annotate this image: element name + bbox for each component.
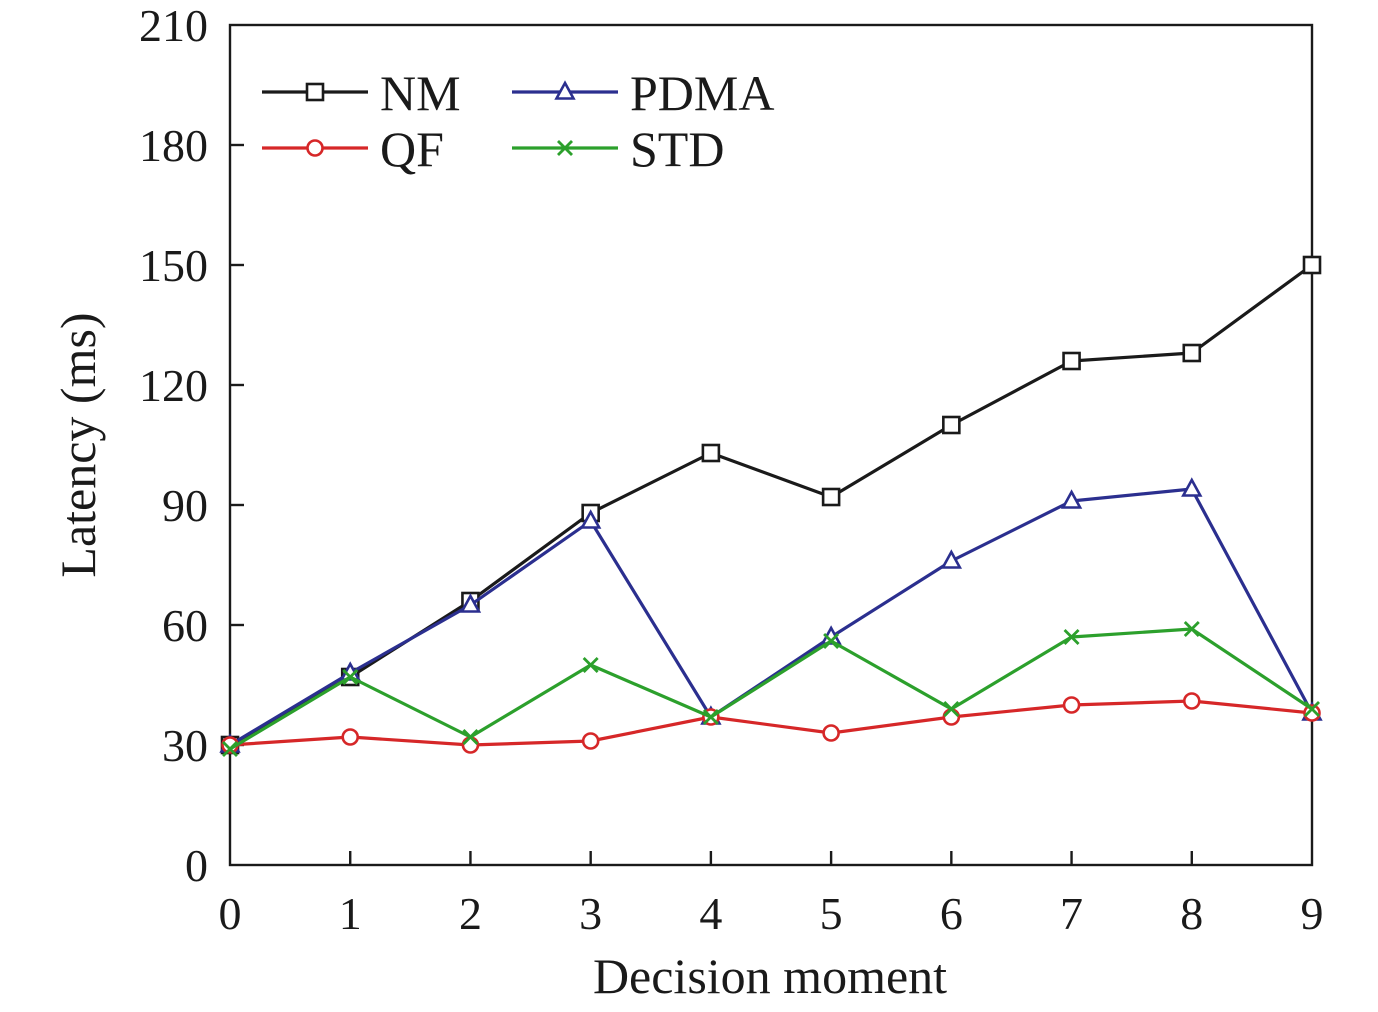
data-point-std	[1183, 621, 1200, 637]
x-tick-label: 7	[1060, 888, 1083, 939]
data-point-nm	[1182, 343, 1202, 363]
x-tick-label: 6	[940, 888, 963, 939]
data-point-nm	[821, 487, 841, 507]
data-point-pdma	[1060, 489, 1083, 509]
y-tick-label: 150	[139, 240, 208, 291]
data-point-nm	[1302, 255, 1322, 275]
data-point-std	[1063, 629, 1080, 645]
y-tick-label: 180	[139, 120, 208, 171]
data-point-qf	[461, 736, 480, 754]
x-tick-label: 2	[459, 888, 482, 939]
y-axis-label: Latency (ms)	[50, 312, 106, 577]
legend-item-nm: NM	[262, 65, 461, 121]
x-tick-label: 8	[1180, 888, 1203, 939]
data-point-pdma	[1181, 477, 1203, 497]
x-marker-stroke	[823, 633, 840, 649]
y-tick-label: 30	[162, 720, 208, 771]
x-axis: 0 1 2 3 4 5 6 7 8 9	[219, 851, 1324, 939]
series-pdma	[219, 477, 1323, 753]
y-tick-label: 90	[162, 480, 208, 531]
x-marker-stroke	[943, 701, 960, 717]
data-point-std	[462, 729, 479, 745]
series-line-qf	[229, 699, 1313, 747]
legend-item-pdma: PDMA	[512, 65, 774, 121]
series-qf	[221, 692, 1321, 754]
legend-item-std: STD	[512, 121, 724, 177]
data-point-qf	[341, 728, 360, 746]
data-point-qf	[1303, 704, 1321, 722]
legend-swatch-marker	[305, 82, 325, 102]
legend-swatch-marker	[557, 140, 573, 156]
data-point-qf	[1062, 696, 1081, 714]
legend-label-std: STD	[630, 121, 724, 177]
legend-label-qf: QF	[380, 121, 444, 177]
data-point-pdma	[579, 509, 602, 529]
x-marker-stroke	[222, 741, 238, 757]
y-tick-label: 120	[139, 360, 208, 411]
legend-label-pdma: PDMA	[630, 65, 774, 121]
data-point-nm	[1062, 351, 1081, 371]
series-std	[222, 621, 1320, 757]
data-point-std	[342, 669, 359, 685]
x-axis-label: Decision moment	[593, 948, 947, 1004]
y-axis: 0 30 60 90 120 150 180 210	[139, 0, 244, 891]
data-point-nm	[942, 415, 961, 435]
x-marker-stroke	[1063, 629, 1080, 645]
x-marker-stroke	[557, 140, 573, 156]
data-point-pdma	[459, 593, 482, 613]
legend: NM PDMA QF STD	[262, 65, 774, 177]
data-point-std	[222, 741, 238, 757]
plot-frame	[228, 23, 1314, 867]
legend-swatch-marker	[306, 139, 324, 157]
x-marker-stroke	[342, 669, 359, 685]
x-tick-label: 0	[219, 888, 242, 939]
series-line-pdma	[229, 487, 1314, 747]
x-marker-stroke	[702, 709, 719, 725]
data-point-qf	[822, 724, 840, 742]
x-marker-stroke	[1183, 621, 1200, 637]
x-tick-label: 1	[339, 888, 362, 939]
x-tick-label: 5	[820, 888, 843, 939]
x-marker-stroke	[1304, 701, 1320, 717]
data-point-qf	[942, 708, 961, 726]
x-marker-stroke	[462, 729, 479, 745]
data-point-std	[943, 701, 960, 717]
data-point-qf	[1182, 692, 1201, 710]
series-layer	[219, 255, 1323, 757]
x-marker-stroke	[582, 657, 599, 673]
legend-item-qf: QF	[262, 121, 444, 177]
legend-swatch-marker	[554, 80, 576, 100]
data-point-std	[582, 657, 599, 673]
y-tick-label: 210	[139, 0, 208, 51]
data-point-std	[702, 709, 719, 725]
data-point-pdma	[940, 549, 963, 569]
x-tick-label: 4	[699, 888, 722, 939]
legend-label-nm: NM	[380, 65, 461, 121]
plot-layer	[228, 23, 1314, 867]
y-tick-label: 60	[162, 600, 208, 651]
x-tick-label: 9	[1301, 888, 1324, 939]
y-tick-label: 0	[185, 840, 208, 891]
data-point-nm	[701, 443, 721, 463]
data-point-std	[823, 633, 840, 649]
series-line-std	[229, 627, 1313, 751]
data-point-qf	[581, 732, 600, 750]
series-line-nm	[229, 263, 1313, 747]
x-tick-label: 3	[579, 888, 602, 939]
data-point-std	[1304, 701, 1320, 717]
